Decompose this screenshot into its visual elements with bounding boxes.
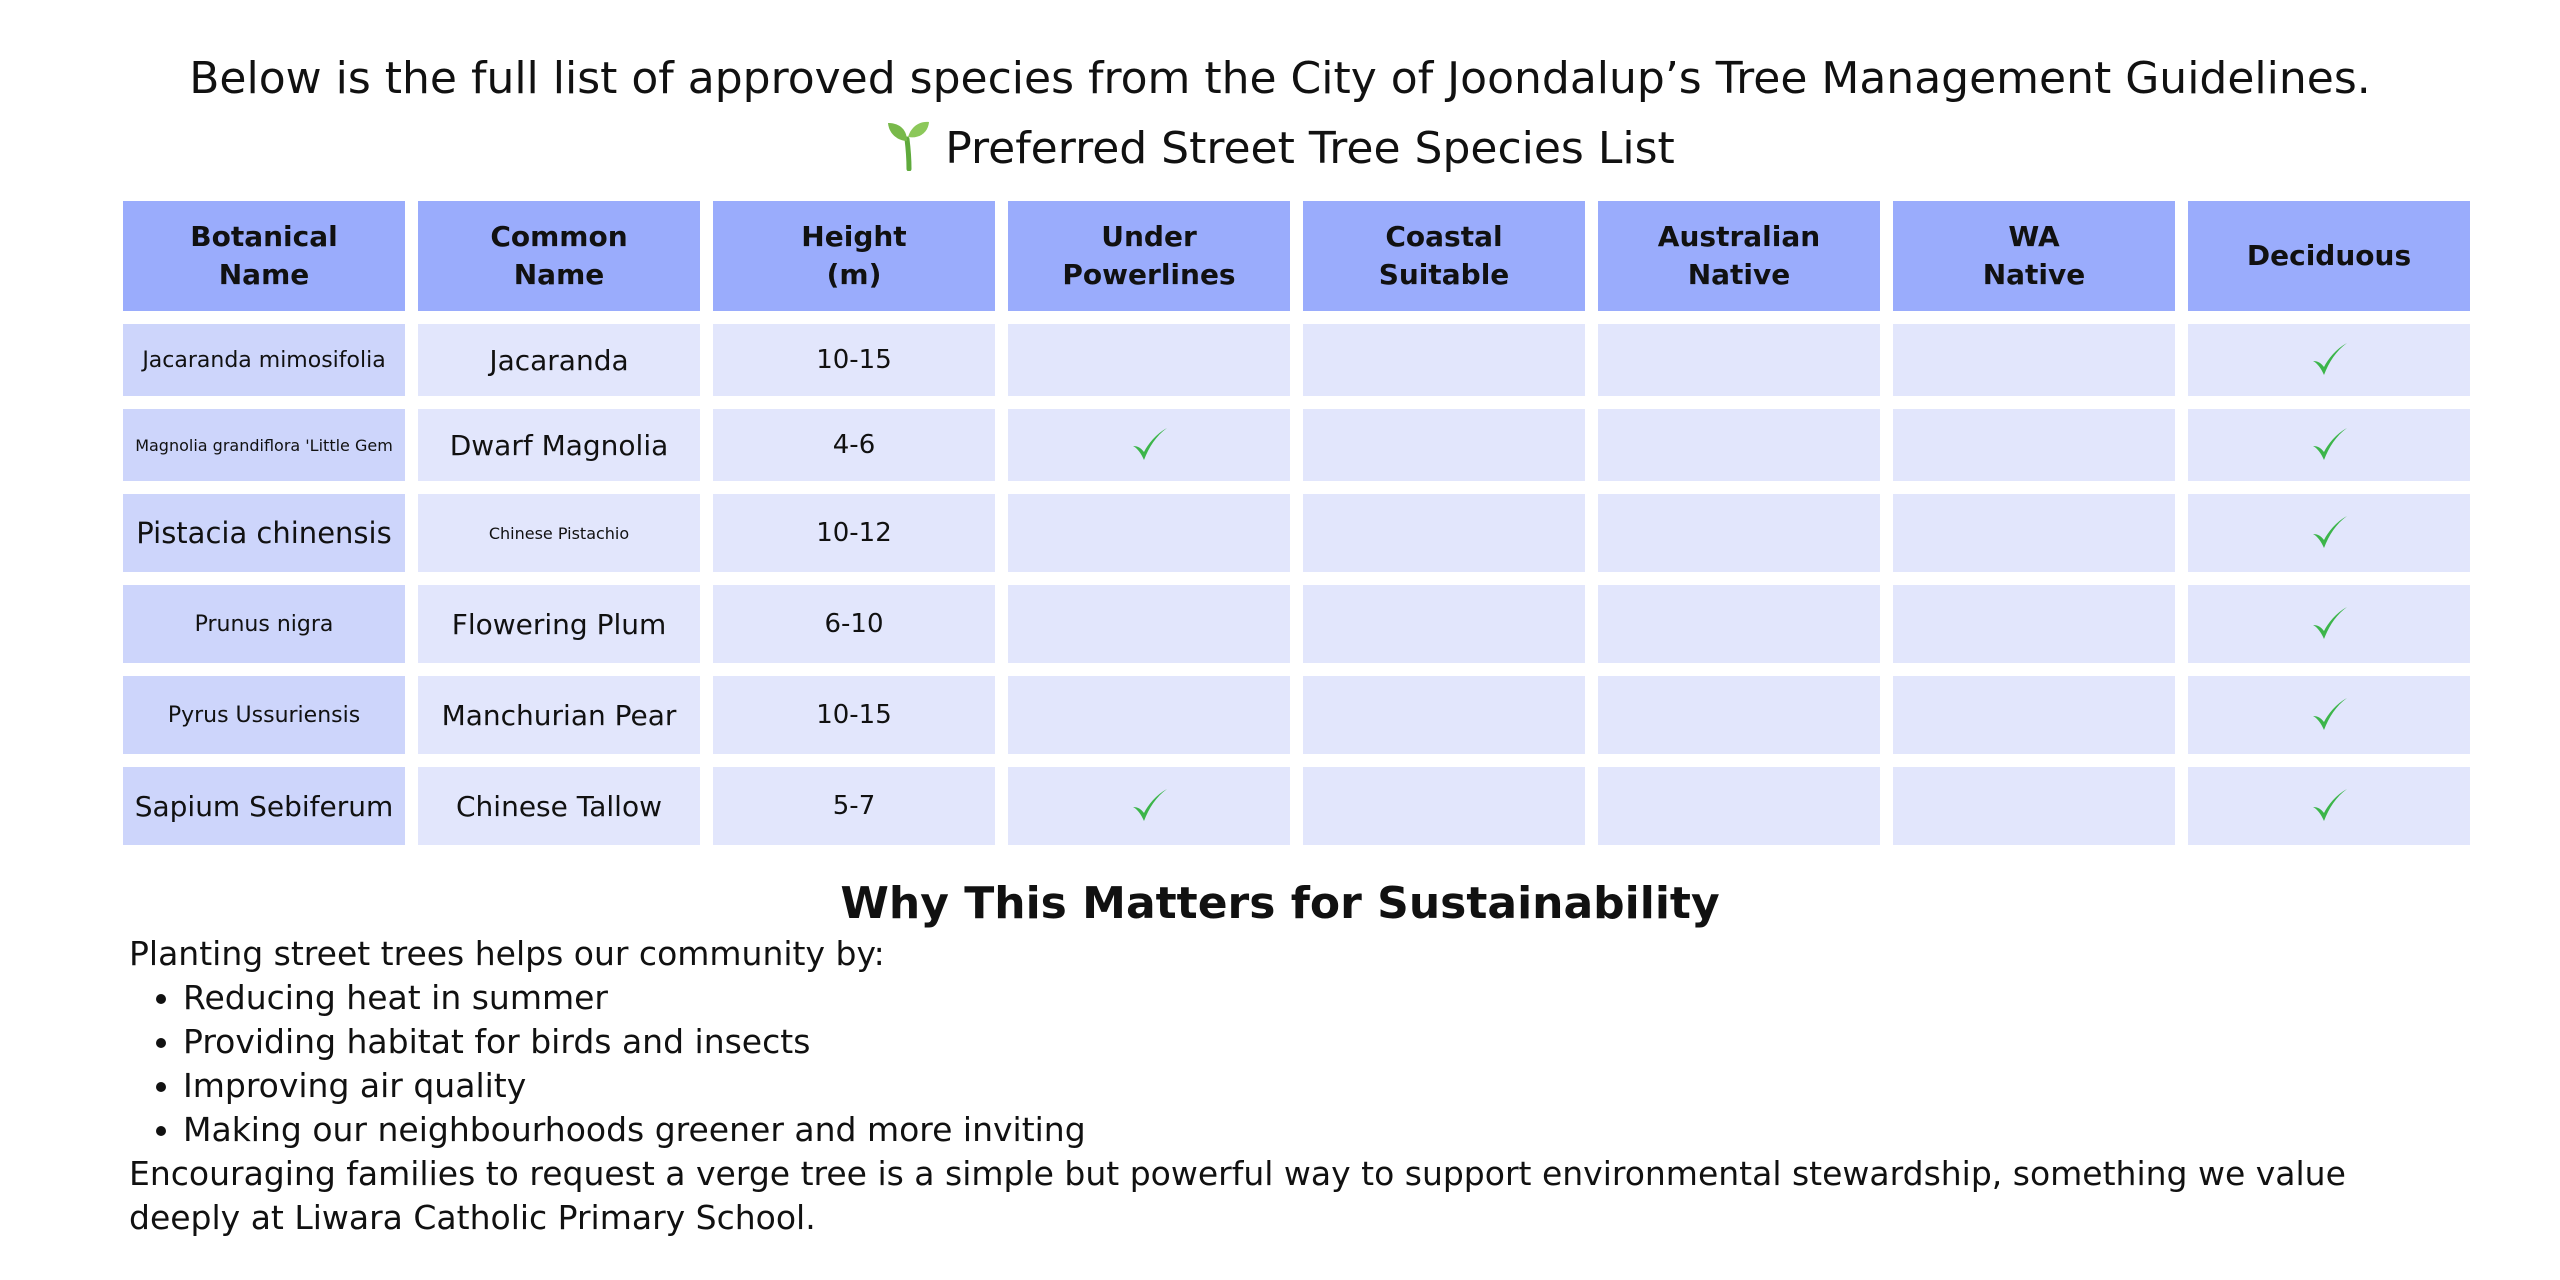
list-title-text: Preferred Street Tree Species List (945, 123, 1675, 174)
wa-native-cell (1893, 585, 2175, 663)
header-wa-native: WA Native (1893, 201, 2175, 311)
header-coastal-suitable: Coastal Suitable (1303, 201, 1585, 311)
table-header-row: Botanical Name Common Name Height (m) Under… (123, 201, 2470, 311)
botanical-name-cell: Sapium Sebiferum (123, 767, 405, 845)
table-row: Jacaranda mimosifolia Jacaranda 10-15 (123, 324, 2470, 396)
header-deciduous: Deciduous (2188, 201, 2470, 311)
wa-native-cell (1893, 409, 2175, 481)
common-name-cell: Manchurian Pear (418, 676, 700, 754)
height-cell: 10-15 (713, 676, 995, 754)
checkmark-icon (2313, 607, 2347, 639)
list-item: Reducing heat in summer (183, 976, 2449, 1020)
australian-native-cell (1598, 324, 1880, 396)
botanical-name-cell: Prunus nigra (123, 585, 405, 663)
australian-native-cell (1598, 767, 1880, 845)
checkmark-icon (2313, 516, 2347, 548)
wa-native-cell (1893, 767, 2175, 845)
wa-native-cell (1893, 676, 2175, 754)
coastal-suitable-cell (1303, 324, 1585, 396)
table-row: Pistacia chinensis Chinese Pistachio 10-… (123, 494, 2470, 572)
botanical-name-cell: Pyrus Ussuriensis (123, 676, 405, 754)
checkmark-icon (2313, 698, 2347, 730)
list-item: Improving air quality (183, 1064, 2449, 1108)
header-botanical-name: Botanical Name (123, 201, 405, 311)
header-height: Height (m) (713, 201, 995, 311)
height-cell: 6-10 (713, 585, 995, 663)
botanical-name-cell: Magnolia grandiflora 'Little Gem (123, 409, 405, 481)
common-name-cell: Dwarf Magnolia (418, 409, 700, 481)
deciduous-cell (2188, 409, 2470, 481)
coastal-suitable-cell (1303, 494, 1585, 572)
wa-native-cell (1893, 494, 2175, 572)
header-common-name: Common Name (418, 201, 700, 311)
deciduous-cell (2188, 585, 2470, 663)
height-cell: 10-15 (713, 324, 995, 396)
coastal-suitable-cell (1303, 767, 1585, 845)
list-item: Making our neighbourhoods greener and mo… (183, 1108, 2449, 1152)
australian-native-cell (1598, 494, 1880, 572)
list-item: Providing habitat for birds and insects (183, 1020, 2449, 1064)
closing-paragraph: Encouraging families to request a verge … (129, 1154, 2346, 1237)
height-cell: 10-12 (713, 494, 995, 572)
checkmark-icon (1133, 428, 1167, 460)
common-name-cell: Flowering Plum (418, 585, 700, 663)
wa-native-cell (1893, 324, 2175, 396)
deciduous-cell (2188, 676, 2470, 754)
australian-native-cell (1598, 676, 1880, 754)
under-powerlines-cell (1008, 676, 1290, 754)
intro-line: Below is the full list of approved speci… (189, 53, 2371, 104)
common-name-cell: Chinese Tallow (418, 767, 700, 845)
checkmark-icon (1133, 789, 1167, 821)
common-name-cell: Jacaranda (418, 324, 700, 396)
coastal-suitable-cell (1303, 676, 1585, 754)
under-powerlines-cell (1008, 585, 1290, 663)
height-cell: 5-7 (713, 767, 995, 845)
botanical-name-cell: Pistacia chinensis (123, 494, 405, 572)
sustainability-section: Planting street trees helps our communit… (129, 932, 2449, 1240)
under-powerlines-cell (1008, 767, 1290, 845)
header-under-powerlines: Under Powerlines (1008, 201, 1290, 311)
list-title: Preferred Street Tree Species List (0, 114, 2560, 184)
australian-native-cell (1598, 585, 1880, 663)
table-row: Pyrus Ussuriensis Manchurian Pear 10-15 (123, 676, 2470, 754)
table-row: Magnolia grandiflora 'Little Gem Dwarf M… (123, 409, 2470, 481)
checkmark-icon (2313, 343, 2347, 375)
section-title: Why This Matters for Sustainability (840, 878, 1720, 929)
height-cell: 4-6 (713, 409, 995, 481)
botanical-name-cell: Jacaranda mimosifolia (123, 324, 405, 396)
australian-native-cell (1598, 409, 1880, 481)
section-intro: Planting street trees helps our communit… (129, 934, 885, 973)
deciduous-cell (2188, 767, 2470, 845)
common-name-cell: Chinese Pistachio (418, 494, 700, 572)
under-powerlines-cell (1008, 409, 1290, 481)
species-table: Botanical Name Common Name Height (m) Under… (110, 188, 2483, 858)
checkmark-icon (2313, 428, 2347, 460)
table-row: Sapium Sebiferum Chinese Tallow 5-7 (123, 767, 2470, 845)
intro-heading: Below is the full list of approved speci… (0, 44, 2560, 184)
deciduous-cell (2188, 494, 2470, 572)
table-row: Prunus nigra Flowering Plum 6-10 (123, 585, 2470, 663)
header-australian-native: Australian Native (1598, 201, 1880, 311)
under-powerlines-cell (1008, 324, 1290, 396)
benefits-list: Reducing heat in summer Providing habita… (129, 976, 2449, 1152)
under-powerlines-cell (1008, 494, 1290, 572)
coastal-suitable-cell (1303, 585, 1585, 663)
deciduous-cell (2188, 324, 2470, 396)
sprout-icon (888, 121, 930, 171)
checkmark-icon (2313, 789, 2347, 821)
coastal-suitable-cell (1303, 409, 1585, 481)
